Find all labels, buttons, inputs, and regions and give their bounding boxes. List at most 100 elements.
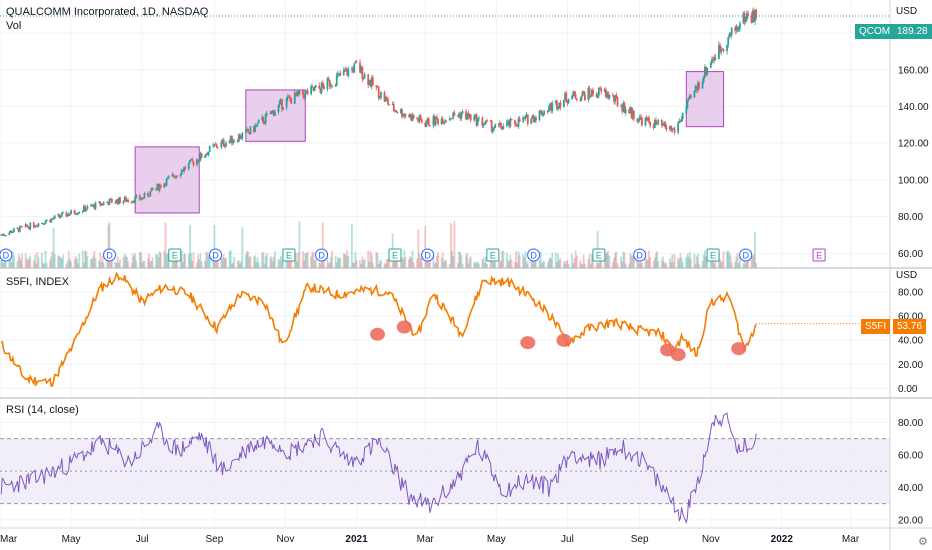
volume-bar [558, 259, 561, 268]
candle-body [558, 102, 561, 108]
y-tick-label: 80.00 [898, 212, 923, 223]
candle-body [187, 163, 190, 169]
dividend-marker[interactable]: D [103, 248, 117, 262]
candle-body [475, 114, 478, 126]
candle-body [526, 114, 529, 124]
earnings-marker[interactable]: E [592, 248, 606, 262]
volume-bar [271, 260, 274, 268]
volume-bar [297, 252, 300, 268]
candle-body [198, 160, 201, 162]
volume-bar [497, 261, 500, 268]
volume-bar [554, 252, 557, 268]
candle-body [563, 99, 565, 108]
candle-body [434, 116, 437, 125]
volume-bar [489, 258, 492, 268]
candle-body [190, 159, 192, 161]
candle-body [32, 222, 35, 227]
volume-bar [412, 262, 415, 268]
candle-body [566, 102, 569, 104]
volume-bar [368, 261, 371, 268]
candle-body [122, 200, 125, 204]
volume-bar [127, 261, 130, 268]
candle-body [69, 214, 71, 216]
candle-body [367, 74, 370, 86]
candle-body [603, 89, 606, 92]
dividend-marker[interactable]: D [315, 248, 329, 262]
earnings-marker[interactable]: E [282, 248, 296, 262]
candle-body [239, 134, 241, 139]
volume-bar [3, 256, 6, 268]
volume-bar [311, 251, 314, 268]
volume-bar [564, 263, 566, 268]
rsi-pane[interactable] [0, 412, 890, 525]
volume-bar [581, 263, 584, 268]
earnings-marker[interactable]: E [486, 248, 500, 262]
candle-body [549, 103, 551, 109]
earnings-marker[interactable]: E [812, 248, 826, 262]
candle-body [573, 91, 576, 95]
dividend-marker[interactable]: D [739, 248, 753, 262]
candle-body [698, 82, 700, 89]
candle-body [473, 116, 476, 121]
candle-body [143, 192, 146, 199]
dividend-marker[interactable]: D [421, 248, 435, 262]
candle-body [437, 118, 439, 125]
candle-body [329, 85, 332, 87]
candle-body [92, 204, 95, 207]
candle-body [34, 226, 36, 228]
volume-bar [58, 256, 61, 268]
volume-bar [378, 261, 381, 268]
s5fi-pane[interactable] [0, 271, 890, 388]
dividend-label: D [424, 251, 431, 261]
candle-body [396, 112, 399, 114]
candle-body [338, 72, 340, 74]
candle-body [78, 211, 81, 214]
volume-bar [89, 259, 92, 268]
earnings-marker[interactable]: E [388, 248, 402, 262]
volume-bar [147, 258, 149, 268]
price-currency[interactable]: USD [896, 6, 917, 17]
dividend-marker[interactable]: D [209, 248, 223, 262]
candle-body [486, 120, 488, 122]
volume-bar [375, 252, 378, 268]
dividend-marker[interactable]: D [0, 248, 13, 262]
volume-bar [130, 263, 133, 268]
volume-bar [669, 258, 671, 268]
candle-body [208, 146, 211, 152]
candle-body [751, 11, 754, 23]
s5fi-currency[interactable]: USD [896, 270, 917, 281]
candle-body [244, 129, 247, 133]
volume-bar [336, 257, 339, 268]
dividend-marker[interactable]: D [633, 248, 647, 262]
volume-bar [445, 260, 448, 268]
volume-bar [126, 257, 128, 268]
volume-bar [680, 257, 683, 268]
candle-body [522, 117, 525, 122]
candle-body [701, 81, 704, 89]
candle-body [571, 96, 573, 100]
volume-bar [663, 261, 666, 268]
dividend-marker[interactable]: D [527, 248, 541, 262]
volume-bar [91, 258, 93, 268]
volume-bar [728, 252, 731, 268]
candle-body [157, 183, 160, 191]
candle-body [77, 213, 79, 215]
earnings-marker[interactable]: E [706, 248, 720, 262]
candle-body [207, 151, 210, 156]
candle-body [59, 216, 62, 218]
volume-bar [453, 220, 456, 268]
candle-body [35, 225, 38, 227]
candle-body [559, 102, 562, 108]
candle-body [3, 235, 6, 237]
volume-bar [51, 251, 54, 268]
volume-bar [501, 250, 504, 268]
volume-bar [166, 252, 169, 268]
earnings-marker[interactable]: E [168, 248, 182, 262]
volume-bar [433, 263, 436, 268]
volume-bar [712, 255, 714, 268]
gear-icon[interactable]: ⚙ [918, 536, 928, 548]
candle-body [228, 140, 231, 143]
volume-bar [673, 254, 676, 268]
candle-body [662, 124, 664, 126]
